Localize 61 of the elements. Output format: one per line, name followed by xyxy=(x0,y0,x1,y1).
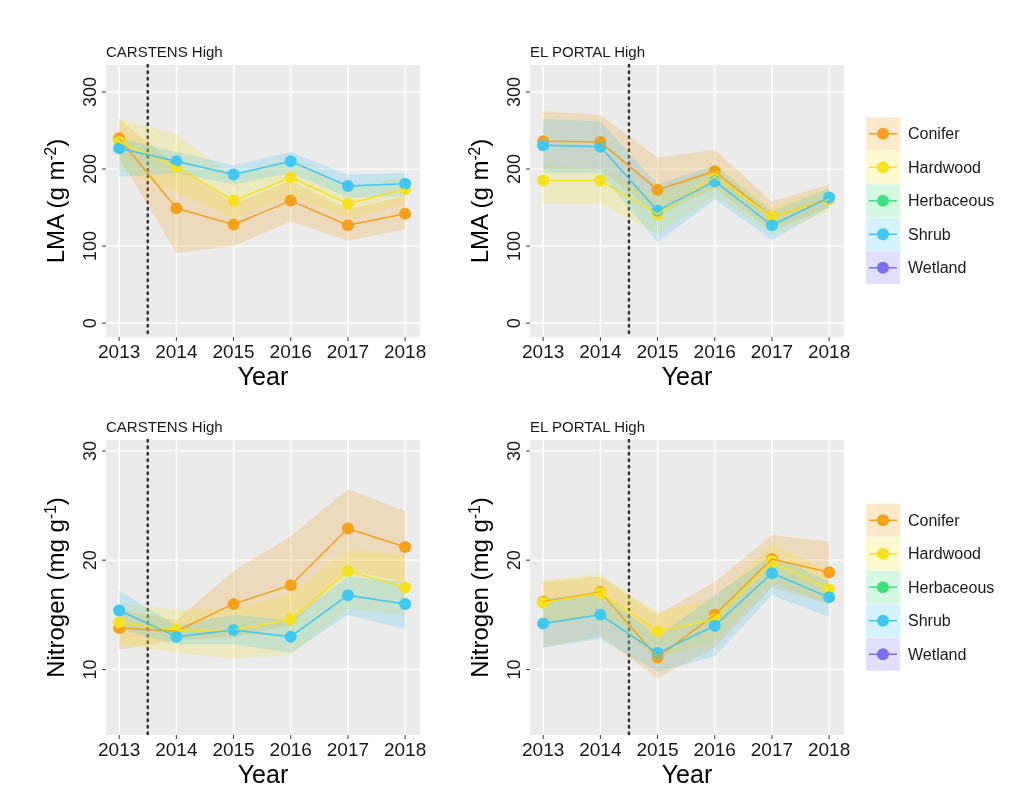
legend-label: Wetland xyxy=(908,259,967,277)
x-tick-label: 2014 xyxy=(155,341,198,362)
legend-label: Wetland xyxy=(908,645,967,663)
x-tick-label: 2013 xyxy=(98,739,141,760)
legend-label: Herbaceous xyxy=(908,192,995,210)
x-tick-label: 2014 xyxy=(579,341,622,362)
y-tick-label: 200 xyxy=(504,154,524,185)
y-tick-label: 30 xyxy=(504,440,524,461)
y-tick-label: 100 xyxy=(80,231,100,262)
y-tick-label: 30 xyxy=(80,440,100,461)
x-tick-label: 2018 xyxy=(807,341,851,362)
x-tick-label: 2017 xyxy=(750,739,794,760)
x-tick-label: 2016 xyxy=(269,341,312,362)
x-tick-label: 2017 xyxy=(750,341,794,362)
y-tick-label: 300 xyxy=(80,76,100,107)
x-tick-label: 2016 xyxy=(693,739,736,760)
x-tick-label: 2015 xyxy=(212,341,255,362)
y-tick-label: 100 xyxy=(504,231,524,262)
chart-title: CARSTENS High xyxy=(106,43,223,60)
x-tick-label: 2015 xyxy=(212,739,255,760)
y-tick-label: 0 xyxy=(80,318,100,329)
legend-label: Conifer xyxy=(908,125,961,143)
x-tick-label: 2013 xyxy=(522,341,565,362)
point xyxy=(823,591,836,604)
y-tick-label: 10 xyxy=(504,659,524,680)
x-tick-label: 2014 xyxy=(155,739,198,760)
x-tick-label: 2018 xyxy=(807,739,851,760)
legend-label: Shrub xyxy=(908,612,951,630)
x-axis-title: Year xyxy=(237,760,289,788)
legend-label: Hardwood xyxy=(908,158,981,176)
y-tick-label: 200 xyxy=(80,154,100,185)
x-tick-label: 2017 xyxy=(326,739,370,760)
chart-title: CARSTENS High xyxy=(106,418,223,435)
x-axis-title: Year xyxy=(661,760,713,788)
y-tick-label: 20 xyxy=(80,550,100,571)
y-tick-label: 0 xyxy=(504,318,524,329)
x-tick-label: 2018 xyxy=(383,341,427,362)
x-tick-label: 2018 xyxy=(383,739,427,760)
x-axis-title: Year xyxy=(661,362,713,390)
legend-label: Shrub xyxy=(908,225,951,243)
y-tick-label: 300 xyxy=(504,76,524,107)
legend-label: Conifer xyxy=(908,511,961,529)
chart-title: EL PORTAL High xyxy=(530,43,646,60)
y-tick-label: 10 xyxy=(80,659,100,680)
point xyxy=(823,566,836,579)
point xyxy=(399,541,412,554)
point xyxy=(537,174,550,187)
x-tick-label: 2015 xyxy=(636,739,679,760)
x-tick-label: 2017 xyxy=(326,341,370,362)
legend-label: Herbaceous xyxy=(908,578,995,596)
x-tick-label: 2016 xyxy=(693,341,736,362)
x-tick-label: 2016 xyxy=(269,739,312,760)
x-tick-label: 2013 xyxy=(98,341,141,362)
point xyxy=(399,597,412,610)
x-tick-label: 2014 xyxy=(579,739,622,760)
y-tick-label: 20 xyxy=(504,550,524,571)
legend-label: Hardwood xyxy=(908,545,981,563)
x-tick-label: 2013 xyxy=(522,739,565,760)
x-tick-label: 2015 xyxy=(636,341,679,362)
chart-title: EL PORTAL High xyxy=(530,418,646,435)
x-axis-title: Year xyxy=(237,362,289,390)
